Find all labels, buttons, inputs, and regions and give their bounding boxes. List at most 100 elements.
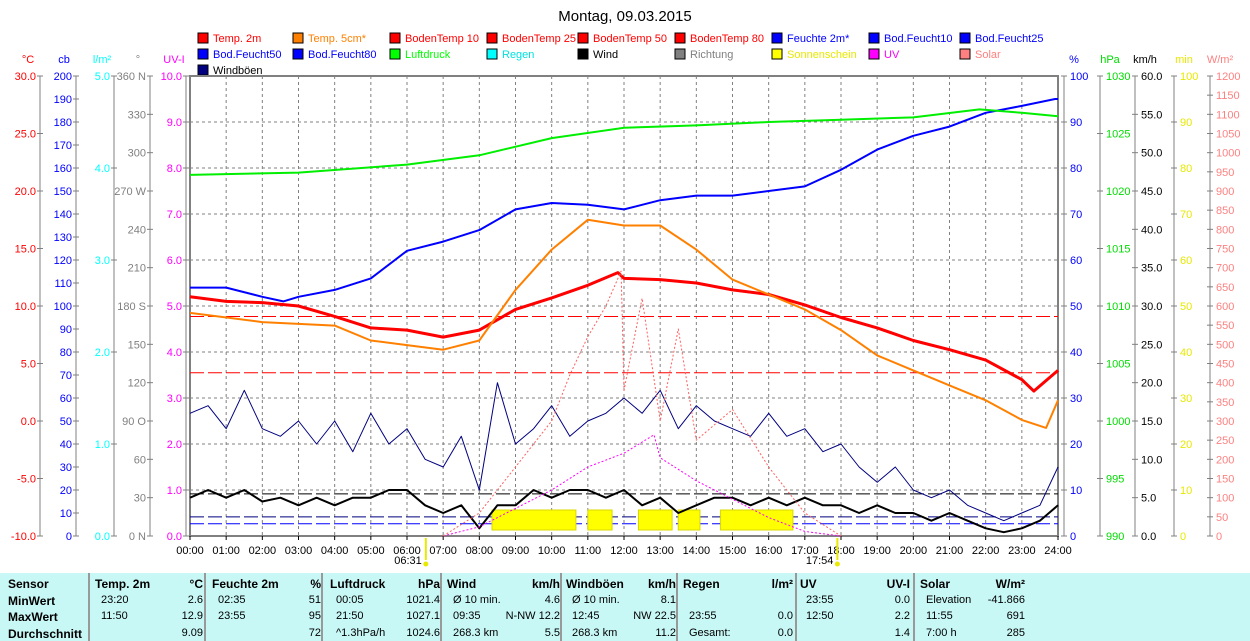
axis-tick-label: 200	[1216, 454, 1234, 466]
axis-tick-label: 9.0	[167, 117, 182, 129]
legend-swatch	[292, 32, 304, 44]
x-tick-label: 14:00	[683, 545, 711, 557]
axis-tick-label: 70	[1070, 209, 1082, 221]
x-tick-label: 11:00	[574, 545, 601, 557]
table-cell: N-NW 12.2	[505, 610, 560, 622]
axis-tick-label: 40	[1070, 347, 1082, 359]
axis-tick-label: 60.0	[1141, 71, 1162, 83]
table-cell: 11:50	[101, 610, 128, 622]
legend-label: Sonnenschein	[787, 49, 857, 61]
column-separator	[560, 573, 562, 641]
axis-tick-label: 0	[1180, 531, 1186, 543]
x-tick-label: 18:00	[827, 545, 855, 557]
axis-tick-label: 1200	[1216, 71, 1240, 83]
table-header-cell: l/m²	[771, 577, 793, 591]
series-uv-line	[443, 434, 842, 537]
legend-label: BodenTemp 50	[593, 33, 667, 45]
axis-tick-label: 20.0	[15, 186, 36, 198]
legend-swatch	[868, 32, 880, 44]
table-cell: 691	[1006, 610, 1025, 622]
x-tick-label: 02:00	[249, 545, 277, 557]
axis-tick-label: 150	[128, 339, 146, 351]
data-marks	[189, 98, 1059, 537]
column-separator	[676, 573, 678, 641]
legend-swatch	[486, 32, 498, 44]
legend-label: Windböen	[213, 65, 263, 77]
axis-tick-label: 90	[1070, 117, 1082, 129]
axis-tick-label: 160	[54, 163, 72, 175]
series-temp-5cm--line	[189, 218, 1059, 429]
axis-tick-label: 1.0	[95, 439, 110, 451]
axis-tick-label: 7.0	[167, 209, 182, 221]
axis-tick-label: 10	[60, 508, 72, 520]
table-cell: 9.09	[181, 626, 203, 639]
table-cell: 0.0	[894, 593, 910, 606]
table-header-cell: °C	[189, 577, 203, 591]
legend-swatch	[197, 48, 209, 60]
legend-swatch	[577, 48, 589, 60]
x-tick-label: 13:00	[646, 545, 674, 557]
axis-tick-label: 450	[1216, 359, 1234, 371]
table-header-cell: W/m²	[995, 577, 1025, 591]
axis-tick-label: 60	[60, 393, 72, 405]
table-cell: 0.0	[777, 610, 793, 622]
axis-tick-label: 150	[1216, 474, 1234, 486]
table-cell: 72	[308, 626, 321, 639]
x-tick-label: 07:00	[429, 545, 457, 557]
table-cell: 12.9	[181, 610, 203, 622]
axis-tick-label: 120	[128, 378, 146, 390]
legend-label: Temp. 2m	[213, 33, 261, 45]
axis-tick-label: 170	[54, 140, 72, 152]
table-cell: 09:35	[453, 610, 481, 622]
axis-tick-label: 20	[1180, 439, 1192, 451]
series-temp-2m-line	[189, 271, 1059, 393]
legend-label: UV	[884, 49, 900, 61]
axis-tick-label: 3.0	[95, 255, 110, 267]
axis-tick-label: 10.0	[161, 71, 182, 83]
axis-tick-label: 0	[1216, 531, 1222, 543]
legend-label: Solar	[975, 49, 1001, 61]
legend-swatch	[389, 48, 401, 60]
axis-tick-label: 1150	[1216, 90, 1240, 102]
table-cell: 23:55	[689, 610, 717, 622]
axis-tick-label: 50.0	[1141, 148, 1162, 160]
table-cell: 51	[308, 593, 321, 606]
table-cell: 285	[1006, 626, 1025, 639]
axis-tick-label: 1000	[1216, 148, 1240, 160]
legend: Temp. 2m Temp. 5cm* BodenTemp 10 BodenTemp …	[197, 32, 1044, 77]
legend-swatch	[577, 32, 589, 44]
x-tick-label: 23:00	[1008, 545, 1036, 557]
table-cell: 23:55	[806, 593, 834, 606]
table-header-cell: UV	[800, 577, 817, 591]
sunset-label: 17:54	[806, 555, 834, 567]
x-tick-label: 16:00	[755, 545, 783, 557]
legend-swatch	[389, 32, 401, 44]
axis-tick-label: 20	[60, 485, 72, 497]
table-cell: Ø 10 min.	[453, 593, 501, 606]
table-cell: 12:50	[806, 610, 834, 622]
axis-tick-label: 750	[1216, 244, 1234, 256]
axis-unit-label: hPa	[1100, 54, 1120, 66]
axis-tick-label: 180 S	[117, 301, 146, 313]
axis-tick-label: 5.0	[95, 71, 110, 83]
table-cell: 11.2	[655, 626, 676, 639]
axis-tick-label: 200	[54, 71, 72, 83]
axis-tick-label: 5.0	[21, 359, 36, 371]
legend-label: Regen	[502, 49, 534, 61]
axis-tick-label: 0.0	[167, 531, 182, 543]
column-separator	[321, 573, 323, 641]
sunset-dot	[834, 561, 840, 567]
axis-tick-label: 1030	[1106, 71, 1130, 83]
table-header-cell: Luftdruck	[330, 577, 386, 591]
axis-tick-label: 100	[1216, 493, 1234, 505]
legend-swatch	[486, 48, 498, 60]
axis-tick-label: 110	[54, 278, 72, 290]
axis-tick-label: 60	[1180, 255, 1192, 267]
axis-unit-label: km/h	[1133, 54, 1157, 66]
axis-tick-label: 80	[60, 347, 72, 359]
legend-label: BodenTemp 25	[502, 33, 576, 45]
axis-tick-label: 550	[1216, 320, 1234, 332]
table-cell: Elevation	[926, 593, 972, 606]
axis-tick-label: 10.0	[15, 301, 36, 313]
series-feuchte-2m--line	[190, 98, 1058, 303]
